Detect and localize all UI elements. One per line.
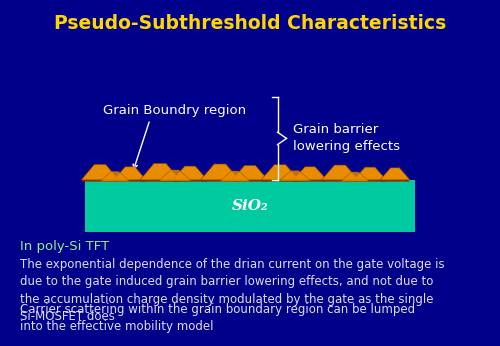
Text: In poly-Si TFT: In poly-Si TFT <box>20 240 109 254</box>
Polygon shape <box>114 167 146 180</box>
Text: Carrier scattering within the grain boundary region can be lumped
into the effec: Carrier scattering within the grain boun… <box>20 303 415 333</box>
Text: Grain Boundry region: Grain Boundry region <box>104 104 247 117</box>
Polygon shape <box>232 165 268 180</box>
Polygon shape <box>380 168 410 180</box>
Polygon shape <box>380 170 410 182</box>
Text: Grain barrier
lowering effects: Grain barrier lowering effects <box>292 124 400 153</box>
Polygon shape <box>140 165 180 182</box>
Polygon shape <box>354 169 386 182</box>
Polygon shape <box>172 166 208 180</box>
Polygon shape <box>293 169 327 182</box>
Polygon shape <box>322 167 358 182</box>
Polygon shape <box>159 170 191 181</box>
Polygon shape <box>172 168 208 182</box>
Bar <box>85 180 415 232</box>
Polygon shape <box>354 167 386 180</box>
Text: Pseudo-Subthreshold Characteristics: Pseudo-Subthreshold Characteristics <box>54 14 446 33</box>
Polygon shape <box>200 166 239 182</box>
Polygon shape <box>340 172 370 182</box>
Polygon shape <box>140 163 180 180</box>
Polygon shape <box>114 169 146 182</box>
Polygon shape <box>261 166 299 182</box>
Polygon shape <box>232 167 268 182</box>
Polygon shape <box>81 166 119 182</box>
Text: The exponential dependence of the drian current on the gate voltage is
due to th: The exponential dependence of the drian … <box>20 258 444 323</box>
Polygon shape <box>293 167 327 180</box>
Polygon shape <box>220 171 250 182</box>
Polygon shape <box>279 171 311 181</box>
Polygon shape <box>322 165 358 180</box>
Text: SiO₂: SiO₂ <box>232 199 268 213</box>
Polygon shape <box>81 164 119 180</box>
Polygon shape <box>261 165 299 180</box>
Polygon shape <box>200 164 239 180</box>
Polygon shape <box>100 171 130 182</box>
